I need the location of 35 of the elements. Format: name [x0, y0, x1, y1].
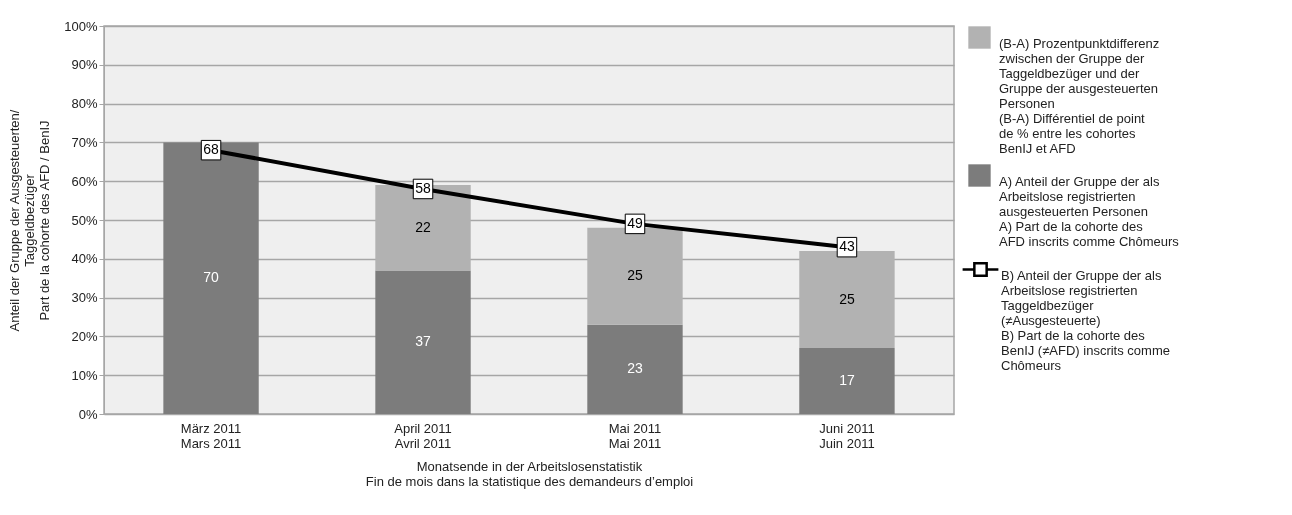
data-label: 17 [839, 372, 855, 389]
data-label: 37 [415, 333, 432, 350]
y-tick-label: 0% [78, 406, 98, 422]
data-label: 23 [627, 360, 643, 377]
y-tick-label: 50% [71, 212, 98, 228]
x-tick-label: Juni 2011 Juin 2011 [819, 420, 875, 451]
y-tick-label: 70% [71, 134, 98, 150]
y-axis-title: Anteil der Gruppe der Ausgesteuerten/ Taggeldbezüger Part de la cohorte des AFD / BenIJ [7, 109, 53, 332]
y-tick-label: 60% [71, 173, 98, 189]
x-tick-label: Mai 2011 Mai 2011 [608, 420, 662, 451]
data-label: 70 [203, 269, 220, 286]
x-axis-title: Monatsende in der Arbeitslosenstatistik Fin de mois dans la statistique des demandeurs d’emploi [365, 458, 694, 489]
data-label: 49 [627, 214, 643, 231]
data-label: 25 [627, 267, 643, 284]
y-tick-label: 30% [71, 290, 98, 306]
data-label: 22 [415, 218, 432, 235]
y-tick-label: 10% [71, 367, 98, 383]
bar [163, 142, 259, 414]
data-label: 68 [203, 141, 220, 158]
data-label: 58 [415, 179, 432, 196]
legend-label: A) Anteil der Gruppe der als Arbeitslose registrierten ausgesteuerten Personen A) Part de la cohorte des AFD inscrits comme Chômeurs [999, 173, 1180, 249]
bar [375, 270, 471, 414]
data-label: 25 [839, 290, 855, 307]
bar [799, 348, 895, 414]
bar [587, 324, 683, 414]
y-tick-label: 80% [71, 96, 98, 112]
legend-label: B) Anteil der Gruppe der als Arbeitslose registrierten Taggeldbezüger (≠Ausgesteuerte) B) Part de la cohorte des BenIJ (≠AFD) inscrits comme Chômeurs [1001, 267, 1170, 373]
y-tick-label: 100% [64, 18, 98, 34]
data-label: 43 [839, 238, 855, 255]
y-tick-label: 40% [71, 251, 98, 267]
x-tick-label: April 2011 Avril 2011 [394, 420, 452, 451]
legend-label: (B-A) Prozentpunktdifferenz zwischen der Gruppe der Taggeldbezüger und der Gruppe der ausgesteuerten Personen (B-A) Différentiel de point de % entre les cohortes BenIJ et AFD [999, 35, 1160, 156]
y-tick-label: 20% [71, 328, 98, 344]
y-tick-label: 90% [71, 57, 98, 73]
x-tick-label: März 2011 Mars 2011 [180, 420, 242, 451]
